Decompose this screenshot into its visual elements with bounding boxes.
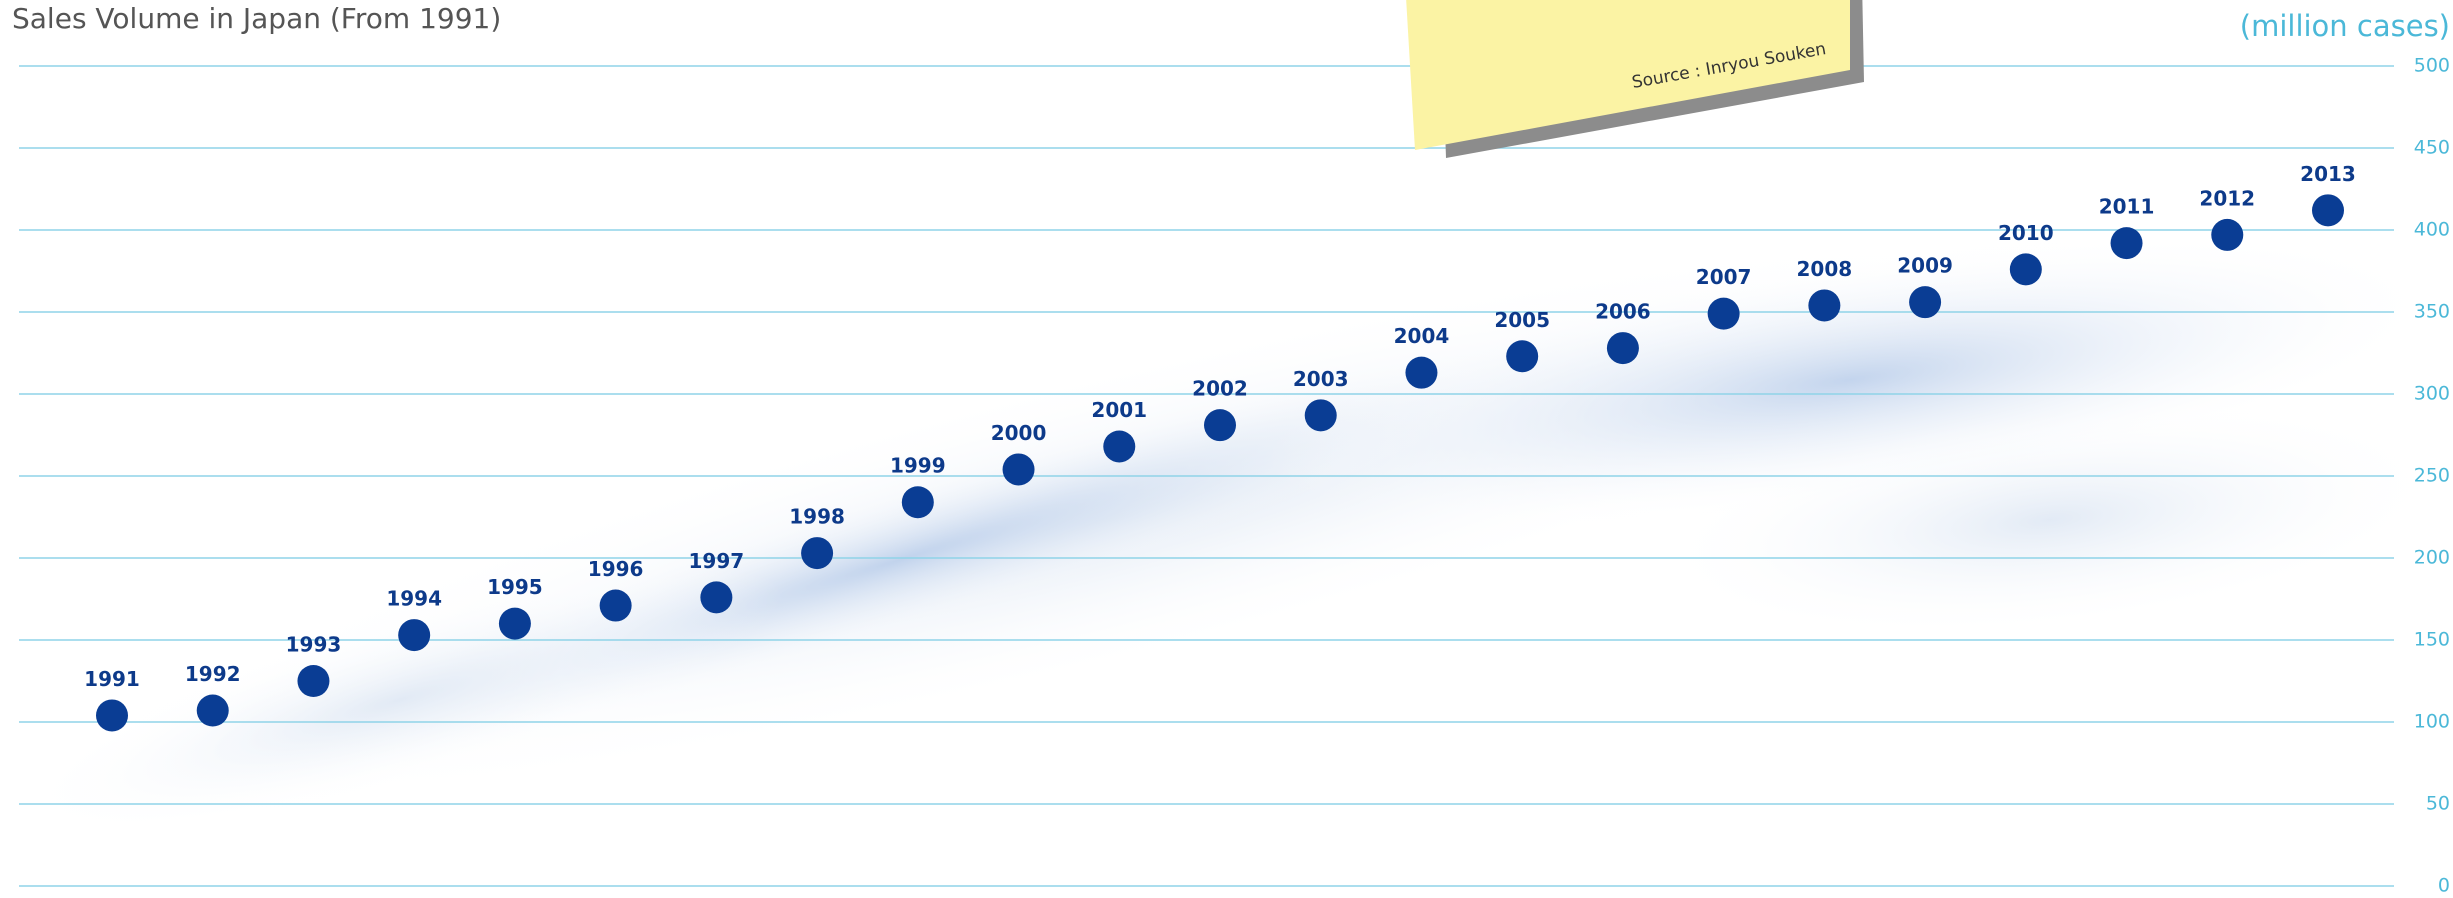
year-label: 2001: [1091, 398, 1147, 422]
sticky-note: Source : Inryou Souken: [1406, 0, 1864, 158]
year-label: 1996: [588, 557, 644, 581]
y-tick-label: 300: [2414, 383, 2450, 405]
year-label: 2007: [1696, 265, 1752, 289]
dot: [599, 589, 632, 622]
y-tick-label: 0: [2438, 875, 2450, 895]
year-label: 2011: [2099, 195, 2155, 219]
year-label: 1997: [689, 549, 745, 573]
year-label: 1992: [185, 662, 241, 686]
year-label: 1991: [84, 667, 140, 691]
dot: [700, 581, 733, 614]
y-tick-label: 500: [2414, 55, 2450, 77]
chart-title: Sales Volume in Japan (From 1991): [12, 2, 501, 35]
dot: [1002, 453, 1035, 486]
dot: [1909, 286, 1942, 319]
dot: [1304, 399, 1337, 432]
dot: [498, 607, 531, 640]
year-label: 2012: [2199, 186, 2255, 210]
year-label: 1994: [386, 587, 442, 611]
year-label: 1999: [890, 454, 946, 478]
year-label: 1995: [487, 575, 543, 599]
year-label: 2009: [1897, 254, 1953, 278]
marks: 1991 1992 1993 1994 1995 1996 1997 1998 1999 2000…: [84, 162, 2356, 732]
y-tick-label: 250: [2414, 465, 2450, 487]
year-label: 2008: [1797, 257, 1853, 281]
year-label: 2005: [1494, 308, 1550, 332]
year-label: 2000: [991, 421, 1047, 445]
dot: [1103, 430, 1136, 463]
dot: [2009, 253, 2042, 286]
year-label: 2006: [1595, 300, 1651, 324]
y-tick-label: 350: [2414, 301, 2450, 323]
dot: [1204, 409, 1236, 442]
dot: [2110, 227, 2143, 260]
dot: [398, 619, 431, 652]
year-label: 1998: [789, 505, 845, 529]
dot: [2312, 194, 2344, 227]
dot: [96, 699, 128, 732]
y-tick-label: 400: [2414, 219, 2450, 241]
y-tick-label: 100: [2414, 711, 2450, 733]
year-label: 1993: [286, 633, 342, 657]
y-tick-label: 50: [2426, 793, 2450, 815]
dot: [901, 486, 934, 519]
y-axis-label: (million cases): [2240, 9, 2450, 43]
year-label: 2010: [1998, 221, 2054, 245]
dot: [1405, 356, 1438, 389]
dot: [196, 694, 229, 727]
year-label: 2004: [1394, 324, 1450, 348]
dot: [297, 665, 330, 697]
y-tick-label: 450: [2414, 137, 2450, 159]
dot: [801, 537, 834, 570]
dot: [2211, 218, 2244, 251]
year-label: 2013: [2300, 162, 2356, 186]
year-label: 2002: [1192, 377, 1248, 401]
water-background: [14, 227, 2448, 835]
dot: [1506, 340, 1539, 373]
dot: [1606, 332, 1639, 365]
y-tick-label: 150: [2414, 629, 2450, 651]
dot: [1808, 289, 1841, 322]
y-tick-label: 200: [2414, 547, 2450, 569]
dot: [1707, 297, 1740, 330]
year-label: 2003: [1293, 367, 1349, 391]
